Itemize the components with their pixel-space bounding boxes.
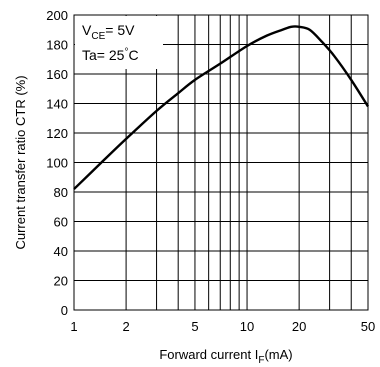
- annotation-box: [75, 16, 163, 69]
- vce-annotation: VCE= 5V: [82, 22, 135, 42]
- x-axis-label: Forward current IF(mA): [159, 347, 292, 366]
- x-tick-labels: 1 2 5 10 20 50: [70, 319, 375, 334]
- y-tick-label: 100: [46, 156, 68, 171]
- x-tick-label: 20: [292, 319, 306, 334]
- y-tick-label: 120: [46, 126, 68, 141]
- ctr-curve: [73, 25, 370, 190]
- y-tick-label: 40: [54, 244, 68, 259]
- y-axis-label: Current transfer ratio CTR (%): [13, 75, 28, 249]
- y-tick-label: 60: [54, 215, 68, 230]
- x-tick-label: 5: [191, 319, 198, 334]
- x-tick-label: 10: [240, 319, 254, 334]
- x-tick-label: 1: [70, 319, 77, 334]
- y-tick-label: 80: [54, 185, 68, 200]
- y-tick-label: 20: [54, 274, 68, 289]
- y-tick-label: 200: [46, 8, 68, 23]
- y-tick-label: 0: [61, 303, 68, 318]
- x-tick-label: 50: [361, 319, 375, 334]
- y-tick-label: 140: [46, 97, 68, 112]
- y-tick-label: 160: [46, 67, 68, 82]
- y-tick-labels: 0 20 40 60 80 100 120 140 160 180 200: [46, 8, 68, 318]
- plot-frame: [73, 14, 369, 311]
- y-tick-label: 180: [46, 38, 68, 53]
- x-tick-label: 2: [122, 319, 129, 334]
- ta-annotation: Ta= 25°C: [82, 47, 139, 63]
